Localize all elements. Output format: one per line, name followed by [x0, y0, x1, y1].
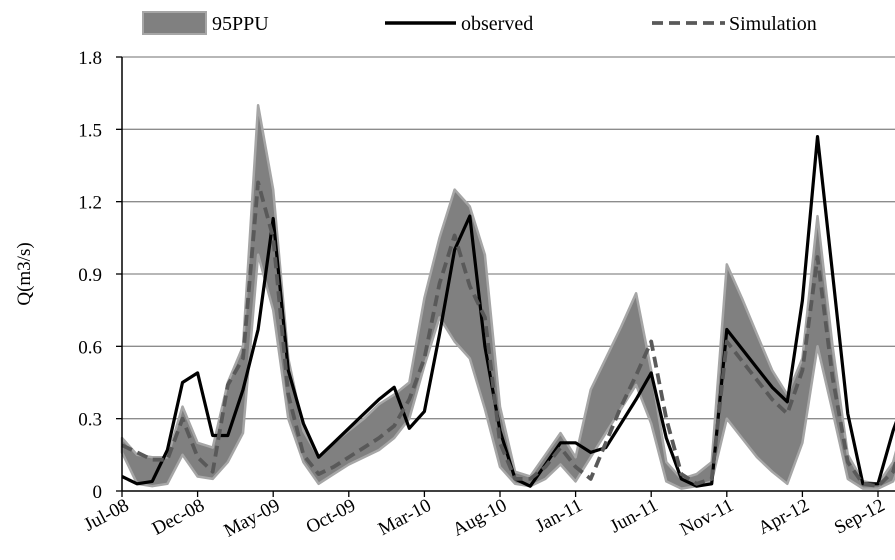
- observed-line: [121, 135, 895, 488]
- y-tick-label: 1.8: [78, 48, 102, 69]
- y-tick-label: 0.9: [78, 265, 102, 286]
- y-tick-label: 1.5: [78, 120, 102, 141]
- legend-95ppu-label: 95PPU: [212, 13, 269, 35]
- y-tick-label: 0.3: [78, 410, 102, 431]
- y-tick-label: 1.2: [78, 193, 102, 214]
- x-tick-label: Mar-10: [375, 495, 435, 540]
- legend-simulation-label: Simulation: [729, 13, 817, 35]
- x-tick-label: May-09: [221, 495, 284, 542]
- x-tick-label: Sep-12: [831, 495, 888, 539]
- y-axis-title: Q(m3/s): [14, 242, 35, 305]
- x-tick-label: Nov-11: [677, 495, 737, 540]
- y-tick-label: 0: [93, 482, 103, 503]
- x-tick-label: Oct-09: [303, 495, 359, 538]
- legend: 95PPU observed Simulation: [142, 11, 817, 35]
- series-layer: [121, 135, 895, 489]
- x-tick-label: Aug-10: [449, 495, 510, 541]
- legend-95ppu-swatch: [142, 11, 207, 35]
- y-tick-labels: 0 0.3 0.6 0.9 1.2 1.5 1.8: [78, 48, 102, 503]
- ppu-band-layer: [120, 103, 895, 490]
- axes: [116, 56, 895, 497]
- x-tick-labels: Jul-08 Dec-08 May-09 Oct-09 Mar-10 Aug-10 Jan-…: [81, 495, 889, 542]
- x-tick-label: Jan-11: [532, 495, 586, 537]
- simulation-line: [121, 180, 895, 489]
- x-tick-label: Apr-12: [755, 495, 813, 539]
- x-tick-label: Jul-08: [81, 495, 133, 536]
- ppu-band-area: [120, 103, 895, 490]
- x-tick-label: Dec-08: [149, 495, 208, 540]
- y-tick-label: 0.6: [78, 337, 102, 358]
- legend-observed-label: observed: [461, 13, 533, 35]
- x-tick-label: Jun-11: [607, 495, 662, 537]
